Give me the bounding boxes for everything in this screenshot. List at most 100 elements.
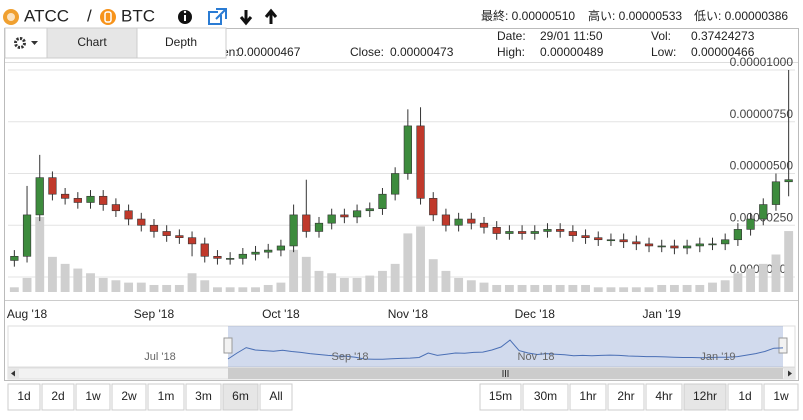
navigator-handle[interactable] <box>778 337 788 354</box>
gear-icon <box>14 37 26 49</box>
volume-bar <box>225 287 235 292</box>
candle-body <box>784 179 793 183</box>
candle-body <box>48 177 57 195</box>
info-close: 0.00000473 <box>390 45 454 59</box>
volume-bar <box>327 273 337 292</box>
info-icon-bar <box>184 15 186 21</box>
sort-down-icon[interactable] <box>239 10 253 26</box>
volume-bar <box>593 287 603 292</box>
button-label: 1w <box>773 389 789 403</box>
base-coin-icon-inner <box>7 13 15 21</box>
volume-bar <box>200 280 210 292</box>
candle-body <box>73 198 82 203</box>
info-icon-dot <box>183 10 187 14</box>
volume-bar <box>543 284 552 292</box>
candle-body <box>416 125 425 199</box>
range-button[interactable] <box>7 383 41 411</box>
range-button[interactable] <box>259 383 293 411</box>
scroll-right-arrow <box>788 370 792 377</box>
candle-body <box>454 218 463 226</box>
candle-body <box>391 173 400 195</box>
interval-button[interactable] <box>607 383 645 411</box>
volume-bar <box>314 270 324 292</box>
candle-body <box>606 239 616 242</box>
stat: 高い: 0.00000533 <box>588 8 682 23</box>
navigator-label: Jan '19 <box>700 351 735 363</box>
candle-body <box>213 255 222 259</box>
info-date: 29/01 11:50 <box>540 29 603 43</box>
navigator[interactable] <box>7 325 796 368</box>
range-button[interactable] <box>111 383 147 411</box>
info-vol: 0.37424273 <box>691 29 755 43</box>
range-button[interactable] <box>147 383 185 411</box>
x-tick-label: Aug '18 <box>7 307 48 321</box>
range-button[interactable] <box>185 383 222 411</box>
tab-depth[interactable] <box>136 27 227 59</box>
volume-bar <box>771 254 781 292</box>
volume-bar <box>428 259 438 292</box>
button-label: 1hr <box>579 389 596 403</box>
candle-body <box>619 239 628 243</box>
navigator-label: Nov '18 <box>518 351 555 363</box>
candle-body <box>517 231 527 234</box>
candle-body <box>771 181 781 205</box>
volume-bar <box>403 233 413 292</box>
volume-bar <box>784 231 794 292</box>
stat: 最終: 0.00000510 <box>481 8 575 23</box>
volume-bar <box>644 287 654 292</box>
candle-body <box>594 237 603 241</box>
navigator-line <box>227 339 784 360</box>
button-label: All <box>269 389 282 403</box>
candle-body <box>644 243 654 247</box>
interval-button[interactable] <box>569 383 607 411</box>
info-low: 0.00000466 <box>691 45 755 59</box>
external-link-icon[interactable] <box>208 8 227 25</box>
candle-body <box>721 239 730 245</box>
button-label: 15m <box>489 389 512 403</box>
info-low-label: Low: <box>651 45 676 59</box>
candle-body <box>35 177 44 216</box>
volume-bar <box>136 282 146 292</box>
candle-body <box>99 195 108 205</box>
interval-button[interactable] <box>763 383 799 411</box>
range-button[interactable] <box>41 383 75 411</box>
candle-body <box>111 204 121 212</box>
navigator-handle[interactable] <box>223 337 233 354</box>
candle-body <box>759 204 768 220</box>
interval-button[interactable] <box>479 383 522 411</box>
volume-bar <box>238 287 248 292</box>
range-button[interactable] <box>75 383 111 411</box>
volume-bar <box>98 277 108 292</box>
interval-button[interactable] <box>683 383 727 411</box>
candle-body <box>746 218 755 230</box>
volume-bar <box>301 256 311 292</box>
volume-bar <box>86 273 95 292</box>
pair-separator: / <box>87 6 92 25</box>
candle-body <box>556 229 565 232</box>
button-bar: 1d 2d 1w 2w 1m 3m 6m All 15m 30m 1hr 2hr 4hr 12hr 1d 1w <box>7 383 799 411</box>
navigator-label: Jul '18 <box>144 351 175 363</box>
button-label: 2hr <box>617 389 634 403</box>
interval-button[interactable] <box>727 383 763 411</box>
volume-bar <box>187 273 197 292</box>
widget-border <box>4 28 799 381</box>
navigator-selection[interactable] <box>228 326 783 367</box>
volume-bar <box>708 282 717 292</box>
sort-up-icon[interactable] <box>264 8 278 24</box>
volume-bar <box>149 284 159 292</box>
button-label: 30m <box>534 389 557 403</box>
info-open: 0.00000467 <box>237 45 301 59</box>
volume-bar <box>162 284 172 292</box>
interval-button[interactable] <box>645 383 683 411</box>
interval-button[interactable] <box>522 383 569 411</box>
volume-bar <box>352 277 362 292</box>
navigator-label: Sep '18 <box>332 351 369 363</box>
volume-bar <box>47 256 57 292</box>
candle-body <box>708 243 717 246</box>
range-button[interactable] <box>222 383 259 411</box>
candle-body <box>22 214 32 257</box>
volume-bar <box>581 284 590 292</box>
candle-body <box>314 222 324 232</box>
candle-body <box>467 218 476 224</box>
candle-body <box>505 231 514 234</box>
